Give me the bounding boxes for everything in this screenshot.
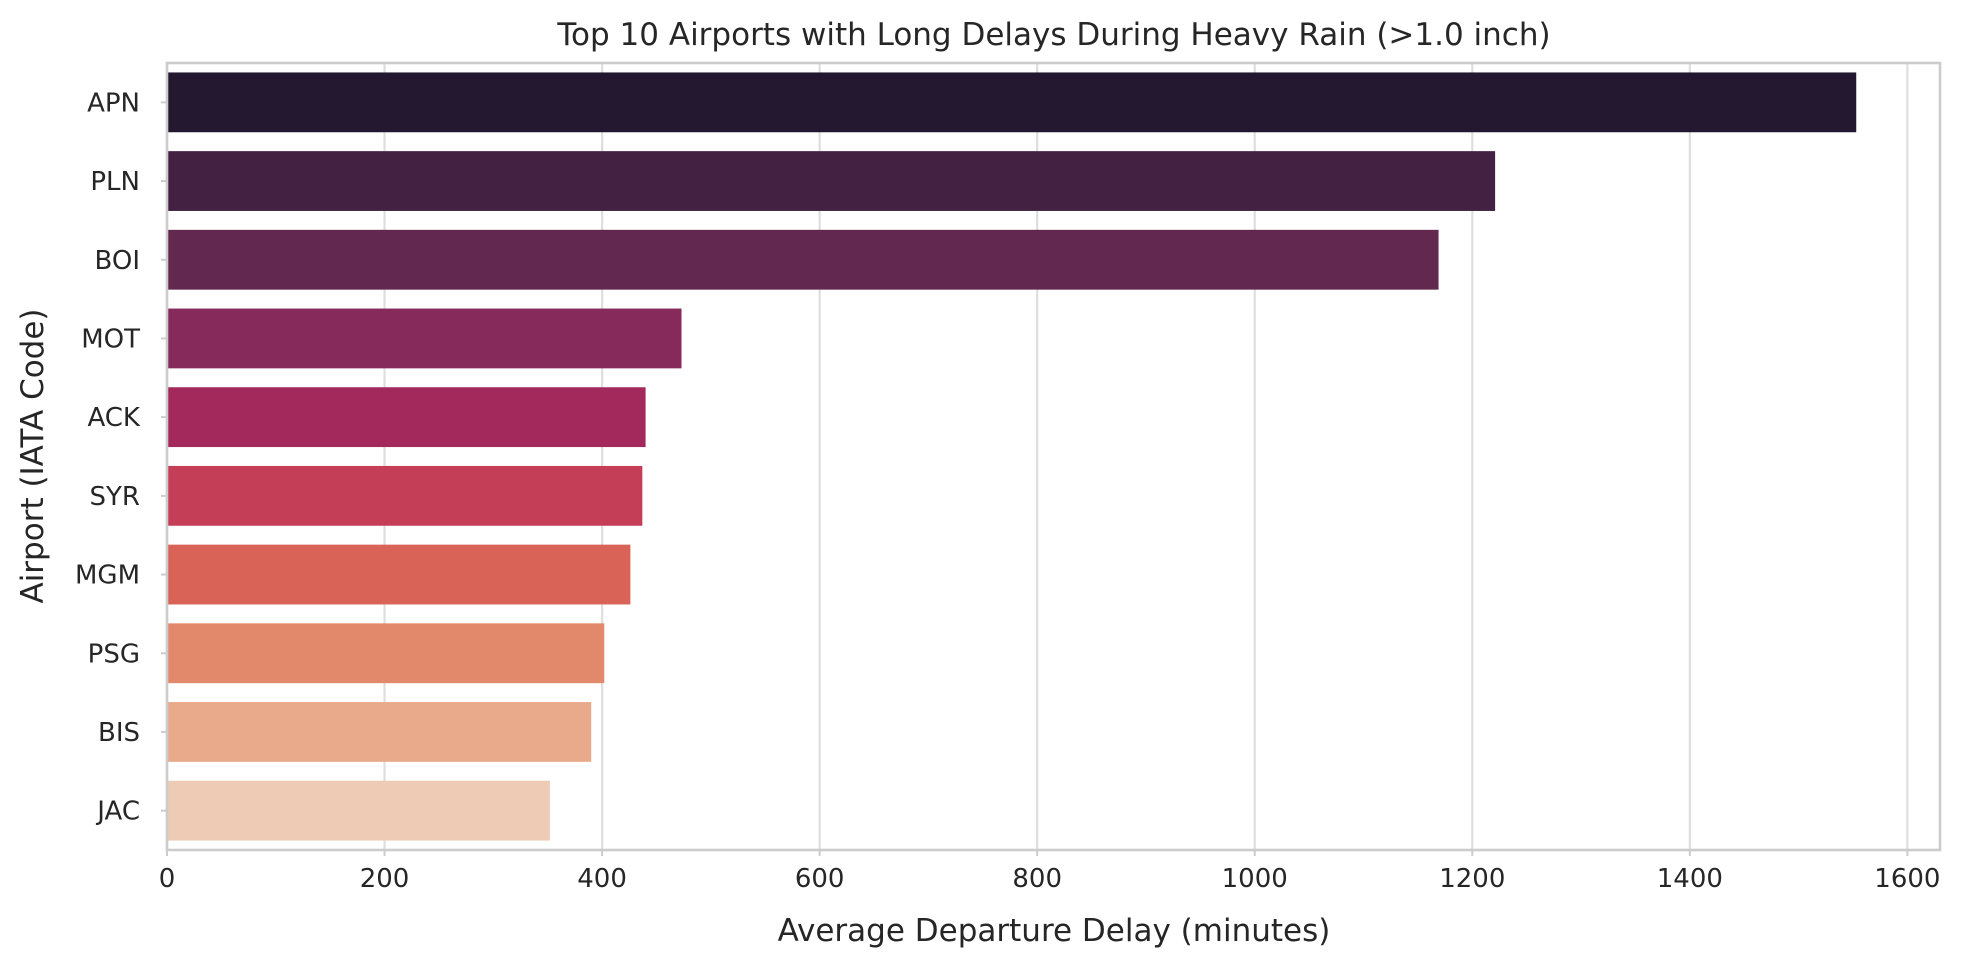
bar-jac <box>167 780 550 841</box>
y-tick-label: PSG <box>88 639 140 669</box>
x-axis-title: Average Departure Delay (minutes) <box>778 913 1331 949</box>
bar-pln <box>167 151 1496 211</box>
x-tick-label: 0 <box>159 864 176 894</box>
y-axis-title: Airport (IATA Code) <box>15 308 51 603</box>
x-tick-label: 800 <box>1012 864 1062 894</box>
bar-apn <box>167 72 1857 133</box>
y-tick-label: PLN <box>90 167 140 197</box>
x-tick-label: 1200 <box>1439 864 1505 894</box>
x-tick-label: 600 <box>795 864 845 894</box>
x-tick-label: 400 <box>577 864 627 894</box>
x-tick-label: 1600 <box>1874 864 1940 894</box>
bar-ack <box>167 387 646 448</box>
x-tick-label: 200 <box>360 864 410 894</box>
y-tick-label: BOI <box>94 246 140 276</box>
chart-title: Top 10 Airports with Long Delays During … <box>556 17 1550 53</box>
bar-boi <box>167 229 1439 290</box>
bar-mgm <box>167 544 631 605</box>
plot-frame <box>165 61 1942 852</box>
bar-mot <box>167 308 682 369</box>
y-tick-label: APN <box>87 88 140 118</box>
bar-psg <box>167 623 605 684</box>
y-axis-ticks: APN PLN BOI MOT ACK SYR MGM PSG BIS JAC <box>75 88 167 827</box>
y-tick-label: MGM <box>75 561 140 591</box>
y-tick-label: SYR <box>90 482 140 512</box>
bar-bis <box>167 702 592 762</box>
bar-syr <box>167 465 643 526</box>
y-tick-label: ACK <box>87 403 140 433</box>
bars <box>167 72 1857 841</box>
x-tick-label: 1000 <box>1222 864 1288 894</box>
y-tick-label: JAC <box>95 797 140 827</box>
x-axis-ticks: 0 200 400 600 800 1000 1200 1400 1600 <box>159 850 1940 894</box>
x-tick-label: 1400 <box>1657 864 1723 894</box>
y-tick-label: BIS <box>98 718 140 748</box>
y-tick-label: MOT <box>81 324 140 354</box>
